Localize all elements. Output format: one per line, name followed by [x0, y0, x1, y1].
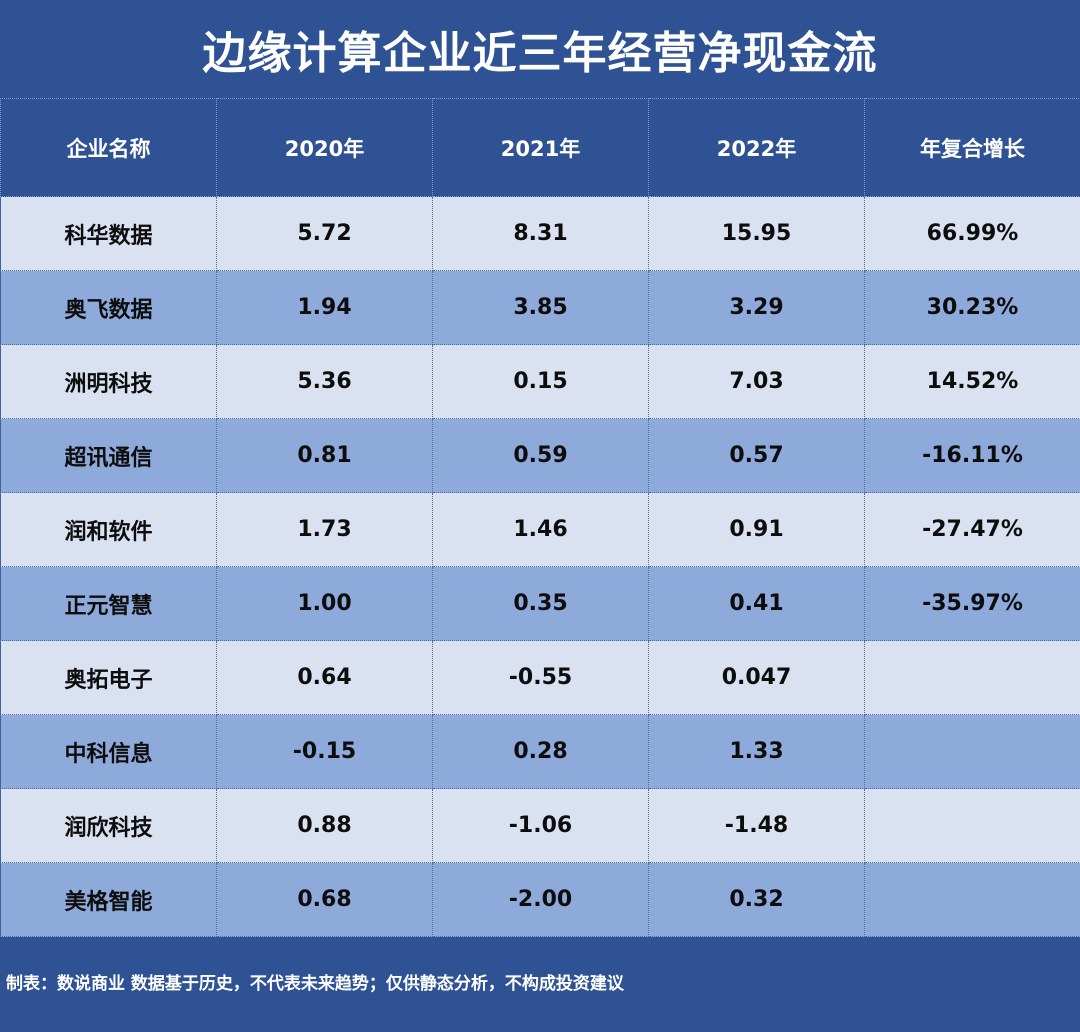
source-note: 制表：数说商业 数据基于历史，不代表未来趋势；仅供静态分析，不构成投资建议 — [6, 974, 624, 994]
value-cell-2021: -0.55 — [432, 640, 649, 715]
company-name-cell: 洲明科技 — [0, 344, 217, 419]
company-name-cell: 润欣科技 — [0, 788, 217, 863]
column-header-2021: 2021年 — [432, 98, 649, 197]
cagr-cell — [864, 640, 1080, 715]
table-row: 润和软件 1.73 1.46 0.91 -27.47% — [0, 492, 1080, 567]
cagr-cell: 14.52% — [864, 344, 1080, 419]
cagr-cell — [864, 788, 1080, 863]
table-row: 美格智能 0.68 -2.00 0.32 — [0, 862, 1080, 937]
value-cell-2021: 0.28 — [432, 714, 649, 789]
cagr-cell: -16.11% — [864, 418, 1080, 493]
value-cell-2021: -2.00 — [432, 862, 649, 937]
column-header-2022: 2022年 — [648, 98, 865, 197]
table-row: 正元智慧 1.00 0.35 0.41 -35.97% — [0, 566, 1080, 641]
cagr-cell: -35.97% — [864, 566, 1080, 641]
table-row: 奥飞数据 1.94 3.85 3.29 30.23% — [0, 270, 1080, 345]
value-cell-2021: -1.06 — [432, 788, 649, 863]
cash-flow-table: 企业名称 2020年 2021年 2022年 年复合增长 科华数据 5.72 8… — [0, 98, 1080, 937]
value-cell-2022: 3.29 — [648, 270, 865, 345]
value-cell-2020: 0.81 — [216, 418, 433, 493]
column-header-company: 企业名称 — [0, 98, 217, 197]
cagr-cell: 66.99% — [864, 196, 1080, 271]
table-row: 润欣科技 0.88 -1.06 -1.48 — [0, 788, 1080, 863]
cagr-cell: -27.47% — [864, 492, 1080, 567]
value-cell-2021: 0.35 — [432, 566, 649, 641]
value-cell-2022: 0.91 — [648, 492, 865, 567]
table-row: 奥拓电子 0.64 -0.55 0.047 — [0, 640, 1080, 715]
value-cell-2022: 0.32 — [648, 862, 865, 937]
value-cell-2020: 0.88 — [216, 788, 433, 863]
table-row: 中科信息 -0.15 0.28 1.33 — [0, 714, 1080, 789]
company-name-cell: 奥拓电子 — [0, 640, 217, 715]
value-cell-2022: 0.047 — [648, 640, 865, 715]
value-cell-2021: 0.15 — [432, 344, 649, 419]
cagr-cell — [864, 862, 1080, 937]
value-cell-2021: 1.46 — [432, 492, 649, 567]
value-cell-2020: 0.68 — [216, 862, 433, 937]
company-name-cell: 正元智慧 — [0, 566, 217, 641]
value-cell-2022: 1.33 — [648, 714, 865, 789]
value-cell-2020: -0.15 — [216, 714, 433, 789]
chart-title: 边缘计算企业近三年经营净现金流 — [202, 28, 878, 79]
value-cell-2020: 5.36 — [216, 344, 433, 419]
value-cell-2020: 0.64 — [216, 640, 433, 715]
table-row: 超讯通信 0.81 0.59 0.57 -16.11% — [0, 418, 1080, 493]
value-cell-2020: 1.94 — [216, 270, 433, 345]
value-cell-2022: 0.57 — [648, 418, 865, 493]
value-cell-2021: 3.85 — [432, 270, 649, 345]
company-name-cell: 中科信息 — [0, 714, 217, 789]
company-name-cell: 超讯通信 — [0, 418, 217, 493]
value-cell-2021: 0.59 — [432, 418, 649, 493]
company-name-cell: 润和软件 — [0, 492, 217, 567]
company-name-cell: 美格智能 — [0, 862, 217, 937]
table-row: 洲明科技 5.36 0.15 7.03 14.52% — [0, 344, 1080, 419]
value-cell-2022: 7.03 — [648, 344, 865, 419]
value-cell-2021: 8.31 — [432, 196, 649, 271]
table-row: 科华数据 5.72 8.31 15.95 66.99% — [0, 196, 1080, 271]
cagr-cell — [864, 714, 1080, 789]
cagr-cell: 30.23% — [864, 270, 1080, 345]
column-header-cagr: 年复合增长 — [864, 98, 1080, 197]
value-cell-2022: 0.41 — [648, 566, 865, 641]
value-cell-2020: 5.72 — [216, 196, 433, 271]
value-cell-2020: 1.00 — [216, 566, 433, 641]
value-cell-2022: -1.48 — [648, 788, 865, 863]
value-cell-2022: 15.95 — [648, 196, 865, 271]
company-name-cell: 科华数据 — [0, 196, 217, 271]
company-name-cell: 奥飞数据 — [0, 270, 217, 345]
value-cell-2020: 1.73 — [216, 492, 433, 567]
column-header-2020: 2020年 — [216, 98, 433, 197]
table-header-row: 企业名称 2020年 2021年 2022年 年复合增长 — [0, 98, 1080, 197]
